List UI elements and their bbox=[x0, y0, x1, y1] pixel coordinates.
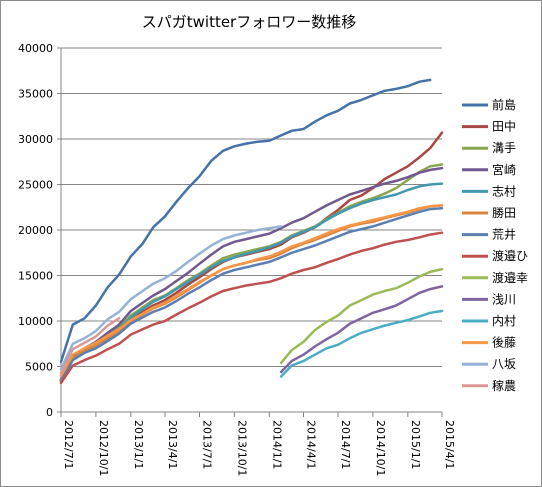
series-line-前島 bbox=[59, 78, 432, 364]
series-line-後藤 bbox=[59, 204, 444, 377]
chart-title: スパガtwitterフォロワー数推移 bbox=[142, 13, 356, 31]
series-line-八坂 bbox=[59, 225, 283, 371]
legend-label: 荒井 bbox=[492, 228, 516, 242]
legend-label: 八坂 bbox=[492, 357, 516, 371]
x-tick-label: 2014/4/1 bbox=[304, 420, 317, 469]
legend-label: 浅川 bbox=[492, 292, 516, 306]
series-line-稼農 bbox=[59, 317, 121, 375]
series-line-荒井 bbox=[59, 206, 444, 383]
x-tick-label: 2012/10/1 bbox=[97, 420, 110, 476]
legend-label: 前島 bbox=[492, 97, 516, 112]
series-line-宮崎 bbox=[59, 166, 444, 381]
x-tick-label: 2015/1/1 bbox=[409, 420, 422, 469]
x-tick-label: 2012/7/1 bbox=[62, 420, 75, 469]
series-line-浅川 bbox=[279, 285, 444, 374]
series-line-渡邉幸 bbox=[279, 267, 444, 365]
legend-label: 勝田 bbox=[492, 205, 516, 220]
legend-label: 志村 bbox=[492, 184, 516, 198]
x-tick-label: 2013/4/1 bbox=[166, 420, 179, 469]
legend-label: 後藤 bbox=[492, 336, 516, 350]
series-line-溝手 bbox=[59, 163, 444, 381]
y-tick-label: 10000 bbox=[18, 315, 53, 328]
series-line-内村 bbox=[279, 309, 444, 378]
series-lines bbox=[59, 78, 444, 385]
x-tick-label: 2013/7/1 bbox=[201, 420, 214, 469]
y-tick-label: 25000 bbox=[18, 179, 53, 192]
series-line-志村 bbox=[59, 182, 444, 382]
legend-label: 内村 bbox=[492, 314, 516, 328]
x-tick-label: 2013/1/1 bbox=[132, 420, 145, 469]
legend-label: 溝手 bbox=[492, 141, 516, 155]
axes: 0 5000 10000 15000 20000 25000 30000 35000 40000… bbox=[18, 42, 456, 476]
y-tick-label: 15000 bbox=[18, 270, 53, 283]
legend-label: 田中 bbox=[492, 119, 516, 134]
y-tick-label: 5000 bbox=[25, 361, 53, 374]
y-tick-label: 20000 bbox=[18, 224, 53, 237]
y-tick-label: 0 bbox=[46, 406, 53, 419]
y-tick-label: 30000 bbox=[18, 133, 53, 146]
y-tick-label: 35000 bbox=[18, 88, 53, 101]
y-tick-label: 40000 bbox=[18, 42, 53, 55]
x-tick-label: 2014/1/1 bbox=[270, 420, 283, 469]
legend-label: 宮崎 bbox=[492, 162, 516, 177]
x-tick-label: 2015/4/1 bbox=[443, 420, 456, 469]
legend-label: 稼農 bbox=[492, 378, 516, 393]
x-tick-label: 2014/10/1 bbox=[374, 420, 387, 476]
x-tick-label: 2013/10/1 bbox=[235, 420, 248, 476]
x-tick-label: 2014/7/1 bbox=[339, 420, 352, 469]
series-line-渡邉ひ bbox=[59, 231, 444, 385]
legend-label: 渡邉幸 bbox=[492, 270, 528, 285]
legend-label: 渡邉ひ bbox=[492, 248, 528, 263]
